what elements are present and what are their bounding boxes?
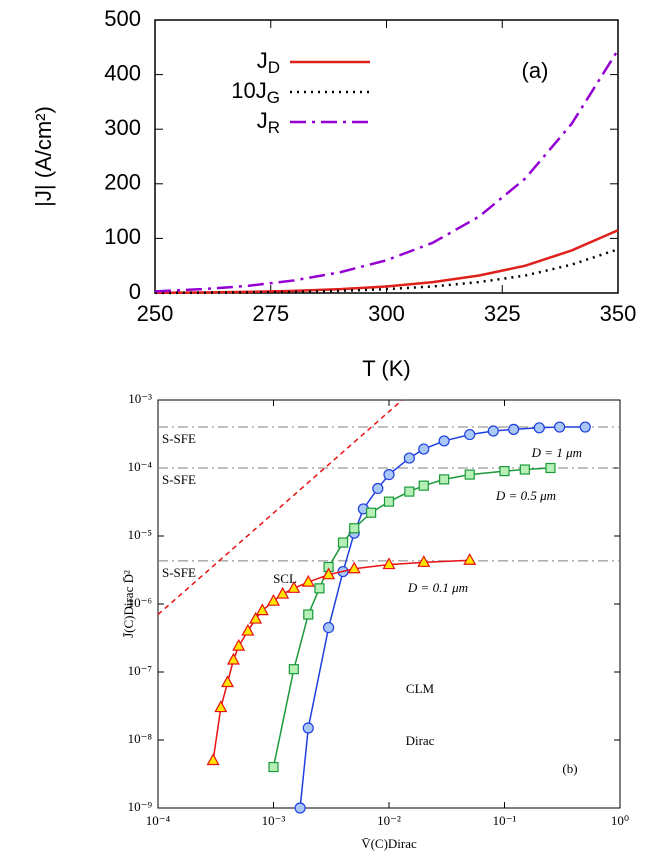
y-tick-label: 100 (104, 224, 141, 249)
series-label: D = 1 μm (531, 445, 582, 460)
marker (249, 611, 263, 624)
series-line (154, 229, 619, 294)
x-tick-label: 10⁻¹ (493, 813, 517, 828)
marker (366, 507, 377, 518)
marker (241, 623, 255, 636)
y-tick-label: 10⁻⁷ (128, 663, 152, 678)
marker (464, 469, 475, 480)
x-axis-label: V̄(C)Dirac (361, 836, 417, 851)
marker (294, 802, 306, 814)
marker (403, 452, 415, 464)
series-line (154, 248, 619, 295)
x-tick-label: 10⁰ (611, 813, 629, 828)
marker (232, 638, 246, 651)
reference-label: S-SFE (162, 431, 196, 446)
marker (417, 555, 431, 567)
marker (221, 675, 235, 688)
marker (214, 700, 228, 713)
series-label: SCL (273, 571, 297, 586)
annotation: (a) (522, 58, 549, 83)
panel-b: 10⁻⁴ 10⁻³ 10⁻² 10⁻¹ 10⁰ 10⁻⁹ 10⁻⁸ 10⁻⁷ 10⁻⁶ 10⁻⁵ 1… (121, 391, 629, 851)
marker (288, 664, 299, 675)
series-line (157, 399, 403, 616)
marker (322, 567, 336, 580)
legend-label: JR (257, 108, 280, 138)
annotation: (b) (562, 761, 577, 776)
x-tick-label: 300 (368, 301, 405, 326)
y-tick-label: 0 (129, 279, 141, 304)
marker (268, 761, 279, 773)
y-axis-label: |J| (A/cm²) (31, 106, 56, 207)
marker (499, 466, 510, 477)
marker (276, 586, 290, 599)
y-axis-label: J̄(C)Dirac D̄² (121, 570, 136, 638)
plot-frame (157, 399, 621, 809)
marker (533, 422, 545, 434)
legend-label: JD (257, 48, 280, 78)
legend-label: 10JG (231, 78, 280, 108)
marker (487, 425, 499, 437)
y-tick-label: 10⁻⁶ (128, 595, 152, 610)
marker (206, 753, 220, 766)
y-tick-label: 200 (104, 170, 141, 195)
marker (287, 581, 301, 593)
marker (545, 462, 556, 474)
marker (314, 583, 325, 594)
marker (463, 552, 477, 565)
marker (372, 482, 384, 495)
marker (438, 435, 450, 447)
x-tick-label: 10⁻³ (262, 813, 286, 828)
marker (347, 561, 361, 574)
y-tick-label: 10⁻⁵ (128, 527, 152, 542)
x-tick-label: 10⁻² (377, 813, 401, 828)
x-tick-label: 275 (252, 301, 289, 326)
x-tick-label: 250 (137, 301, 174, 326)
marker (383, 496, 395, 507)
y-tick-label: 500 (104, 6, 141, 31)
y-tick-label: 10⁻⁴ (128, 459, 153, 474)
marker (382, 557, 396, 570)
y-tick-label: 300 (104, 115, 141, 140)
marker (464, 428, 476, 441)
y-tick-label: 400 (104, 60, 141, 85)
x-axis-label: T (K) (362, 356, 410, 381)
marker (303, 609, 314, 620)
marker (554, 421, 566, 433)
y-tick-label: 10⁻⁸ (128, 731, 153, 746)
marker (301, 574, 315, 587)
marker (266, 593, 281, 606)
y-tick-label: 10⁻³ (128, 391, 152, 406)
series-label: D = 0.5 μm (495, 488, 556, 503)
marker (579, 421, 591, 433)
marker (255, 603, 269, 616)
marker (519, 464, 530, 475)
marker (508, 423, 520, 435)
marker (302, 722, 314, 734)
panel-a: 250 275 300 325 350 0 100 200 300 400 500 T (K) |J| … (31, 6, 637, 381)
marker (323, 621, 335, 634)
annotation: Dirac (406, 733, 435, 748)
plot-frame (154, 19, 619, 294)
reference-label: S-SFE (162, 565, 196, 580)
series-line (154, 49, 620, 293)
annotation: CLM (406, 681, 435, 696)
marker (226, 652, 240, 665)
marker (418, 480, 429, 491)
series-label: D = 0.1 μm (407, 580, 468, 595)
marker (349, 523, 360, 534)
x-tick-label: 10⁻⁴ (146, 813, 171, 828)
series-line (272, 467, 551, 768)
marker (418, 443, 430, 455)
x-tick-label: 350 (600, 301, 637, 326)
y-tick-label: 10⁻⁹ (128, 799, 153, 814)
marker (404, 486, 415, 497)
marker (439, 474, 450, 485)
marker (383, 468, 395, 481)
marker (337, 537, 349, 548)
x-tick-label: 325 (484, 301, 521, 326)
reference-label: S-SFE (162, 472, 196, 487)
